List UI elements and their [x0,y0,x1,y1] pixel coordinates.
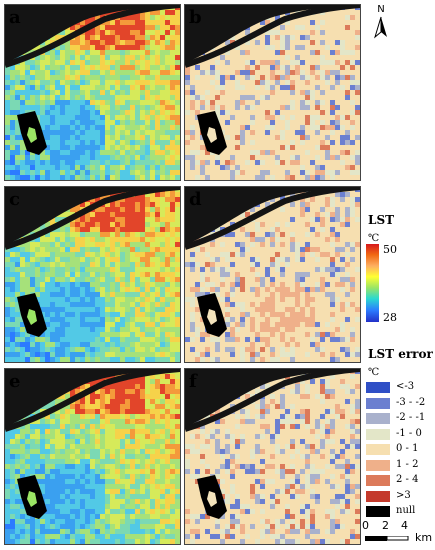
north-arrow-icon [374,16,387,39]
north-arrow-label: N [377,4,385,15]
legend-label: -2 - -1 [396,412,426,423]
legend-swatch [366,444,390,455]
legend-label: -1 - 0 [396,427,422,439]
lst-map-panel-c: c [4,186,181,363]
scale-bar-graphic [365,536,409,541]
lst-colorbar [366,244,379,322]
error-map-f [185,369,360,544]
legend-label: -3 - -2 [396,396,426,408]
legend-swatch [366,428,390,440]
error-map-panel-b: b [184,4,361,181]
panel-letter-c: c [9,189,20,210]
scale-unit: km [415,531,433,544]
legend-item: null [366,504,434,520]
lst-colorbar-max: 50 [383,243,397,256]
legend-item: 0 - 1 [366,442,434,458]
legend-swatch [366,459,390,471]
lst-colorbar-min: 28 [383,311,397,324]
error-map-d [185,187,360,362]
legend-label: <-3 [396,381,415,392]
lst-legend-title: LST [368,213,395,227]
lst-map-c [5,187,180,362]
legend-swatch [366,397,390,409]
scale-bar: 0 2 4 km [361,519,435,549]
panel-letter-f: f [189,371,197,392]
legend-swatch [366,506,390,517]
error-map-panel-d: d [184,186,361,363]
lst-legend-unit: ℃ [368,233,380,244]
legend-label: 0 - 1 [396,443,419,454]
north-arrow: N [369,4,393,40]
error-legend: <-3 -3 - -2 -2 - -1 -1 - 0 0 - 1 1 - 2 2… [366,380,434,520]
legend-label: 2 - 4 [396,474,419,485]
legend-item: -2 - -1 [366,411,434,427]
scale-tick-2: 2 [382,519,389,532]
panel-letter-b: b [189,7,202,28]
legend-swatch [366,413,390,424]
legend-label: 1 - 2 [396,458,419,470]
lst-map-e [5,369,180,544]
legend-label: >3 [396,489,411,501]
lst-map-a [5,5,180,180]
lst-map-panel-e: e [4,368,181,545]
legend-item: -3 - -2 [366,396,434,412]
legend-item: >3 [366,489,434,505]
legend-swatch [366,382,390,393]
legend-item: 2 - 4 [366,473,434,489]
legend-item: -1 - 0 [366,427,434,443]
legend-swatch [366,490,390,502]
error-map-panel-f: f [184,368,361,545]
legend-item: <-3 [366,380,434,396]
panel-letter-d: d [189,189,202,210]
legend-item: 1 - 2 [366,458,434,474]
lst-map-panel-a: a [4,4,181,181]
panel-letter-e: e [9,371,21,392]
scale-tick-0: 0 [362,519,369,532]
scale-tick-4: 4 [401,519,408,532]
error-legend-title: LST error [368,347,433,361]
error-map-b [185,5,360,180]
legend-label: null [396,505,416,516]
legend-swatch [366,475,390,486]
panel-letter-a: a [9,7,21,28]
error-legend-unit: ℃ [368,367,380,378]
